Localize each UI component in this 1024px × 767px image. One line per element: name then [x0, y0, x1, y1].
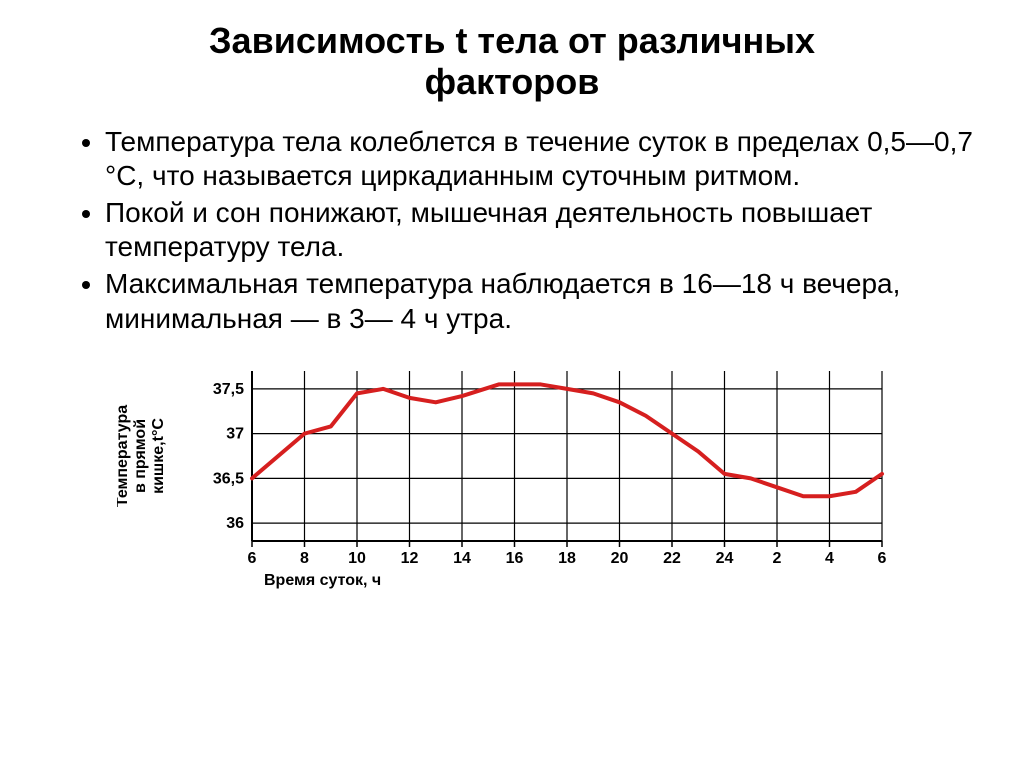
- x-tick-label: 18: [558, 550, 576, 567]
- title-line2: факторов: [425, 61, 600, 102]
- x-tick-label: 8: [300, 550, 309, 567]
- x-tick-label: 16: [506, 550, 524, 567]
- y-tick-label: 36,5: [213, 470, 244, 487]
- y-tick-label: 36: [226, 515, 244, 532]
- x-tick-label: 10: [348, 550, 366, 567]
- x-tick-label: 6: [248, 550, 257, 567]
- x-axis-label: Время суток, ч: [264, 572, 381, 589]
- chart-container: 6810121416182022242463636,53737,5Время с…: [50, 356, 974, 606]
- x-tick-label: 12: [401, 550, 419, 567]
- bullet-list: Температура тела колеблется в течение су…: [50, 125, 974, 336]
- x-tick-label: 14: [453, 550, 471, 567]
- x-tick-label: 20: [611, 550, 629, 567]
- y-tick-label: 37: [226, 425, 244, 442]
- bullet-item: Покой и сон понижают, мышечная деятельно…: [105, 196, 974, 264]
- bullet-item: Максимальная температура наблюдается в 1…: [105, 267, 974, 335]
- x-tick-label: 6: [878, 550, 887, 567]
- y-axis-label: кишке,t°C: [150, 417, 167, 493]
- y-axis-label: в прямой: [132, 419, 149, 493]
- y-tick-label: 37,5: [213, 381, 244, 398]
- page-title: Зависимость t тела от различных факторов: [50, 20, 974, 103]
- bullet-item: Температура тела колеблется в течение су…: [105, 125, 974, 193]
- temperature-chart: 6810121416182022242463636,53737,5Время с…: [117, 356, 907, 606]
- x-tick-label: 4: [825, 550, 834, 567]
- x-tick-label: 24: [716, 550, 734, 567]
- x-tick-label: 2: [773, 550, 782, 567]
- title-line1: Зависимость t тела от различных: [209, 20, 815, 61]
- x-tick-label: 22: [663, 550, 681, 567]
- y-axis-label: Температура: [117, 404, 131, 506]
